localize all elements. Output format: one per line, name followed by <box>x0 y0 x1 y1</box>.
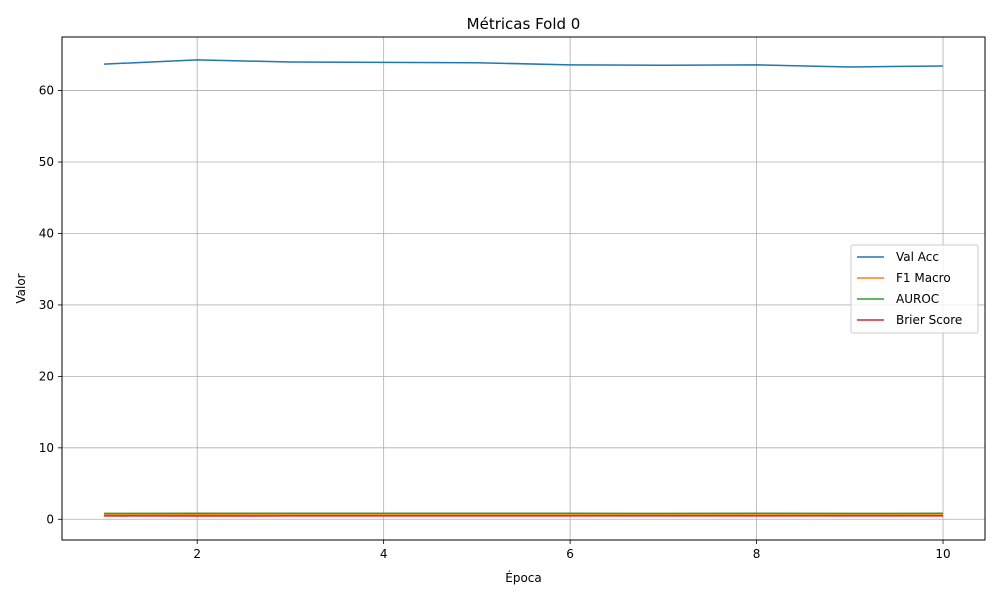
x-tick-label: 8 <box>753 547 761 561</box>
y-tick-label: 10 <box>39 441 54 455</box>
x-tick-label: 10 <box>935 547 950 561</box>
legend-label-val-acc: Val Acc <box>896 250 939 264</box>
y-tick-label: 30 <box>39 298 54 312</box>
x-axis-label: Época <box>505 570 542 585</box>
y-axis-label: Valor <box>14 273 28 303</box>
legend: Val Acc F1 Macro AUROC Brier Score <box>850 244 979 334</box>
legend-label-brier-score: Brier Score <box>896 313 962 327</box>
series-lines <box>103 59 944 517</box>
y-tick-label: 20 <box>39 369 54 383</box>
chart-title: Métricas Fold 0 <box>467 15 581 33</box>
x-axis-ticks: 2 4 6 8 10 <box>193 540 951 561</box>
series-line-val-acc <box>103 59 944 68</box>
y-tick-label: 0 <box>46 512 54 526</box>
x-tick-label: 2 <box>193 547 201 561</box>
x-tick-label: 4 <box>380 547 388 561</box>
x-tick-label: 6 <box>566 547 574 561</box>
legend-label-auroc: AUROC <box>896 292 939 306</box>
y-tick-label: 40 <box>39 226 54 240</box>
plot-frame <box>61 36 986 541</box>
legend-label-f1-macro: F1 Macro <box>896 271 951 285</box>
y-tick-label: 60 <box>39 84 54 98</box>
y-tick-label: 50 <box>39 155 54 169</box>
y-axis-ticks: 0 10 20 30 40 50 60 <box>39 84 62 526</box>
legend-box <box>850 244 979 334</box>
